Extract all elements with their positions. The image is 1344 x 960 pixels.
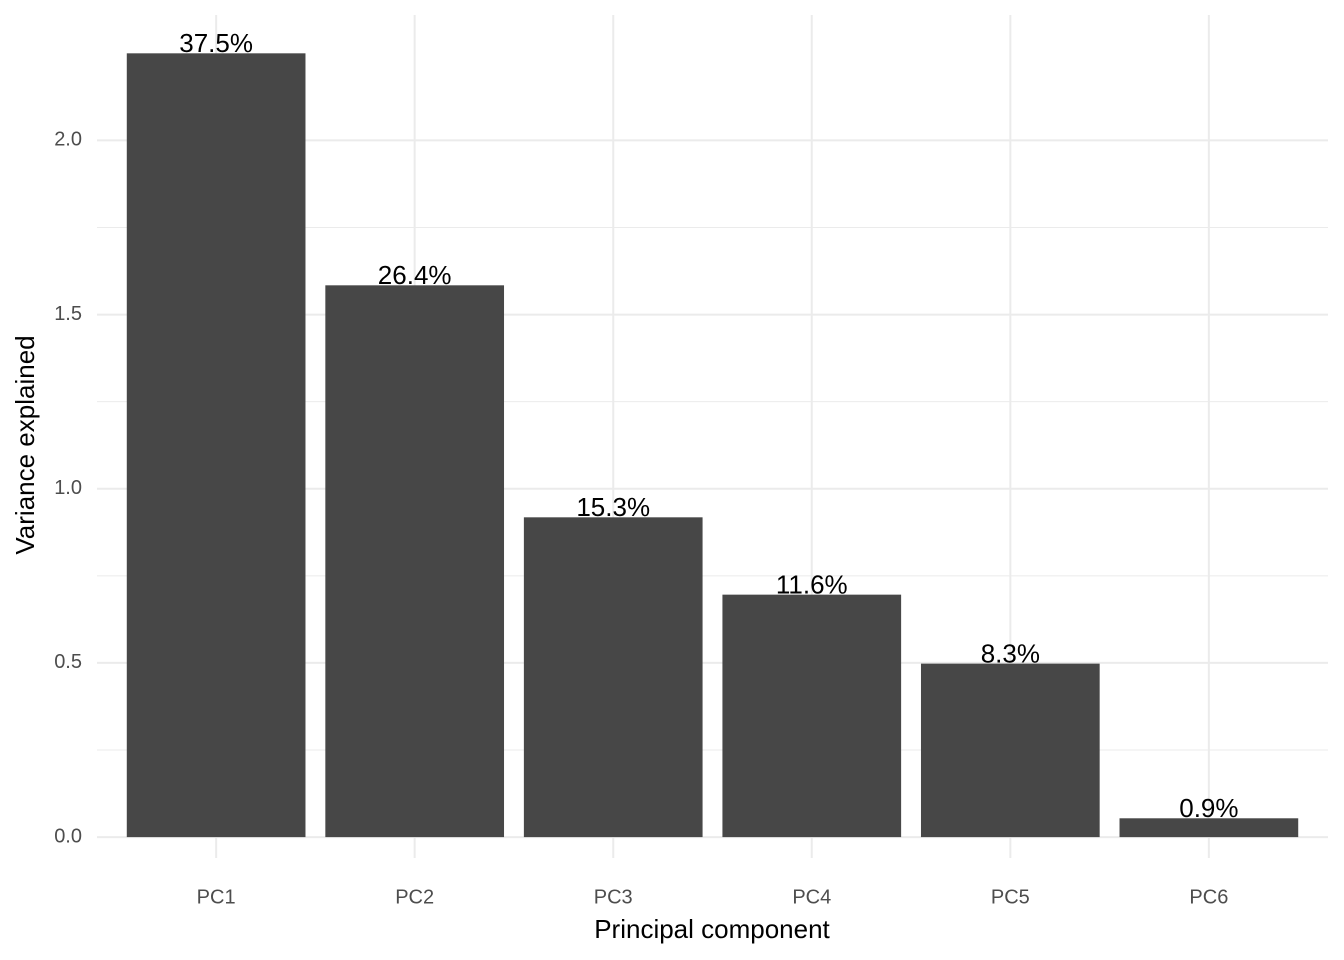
y-tick-label: 0.5 xyxy=(54,651,82,673)
bar xyxy=(126,53,306,838)
bar xyxy=(920,663,1100,838)
x-tick-label: PC6 xyxy=(1189,886,1228,908)
bar-annotation: 8.3% xyxy=(981,638,1040,668)
y-axis-title: Variance explained xyxy=(10,335,40,554)
bar xyxy=(325,285,505,838)
y-tick-label: 1.0 xyxy=(54,477,82,499)
x-axis-title: Principal component xyxy=(594,914,830,944)
x-tick-label: PC1 xyxy=(197,886,236,908)
bar-annotation: 0.9% xyxy=(1179,793,1238,823)
bar-annotation: 11.6% xyxy=(776,570,848,600)
bar xyxy=(523,517,703,838)
x-tick-label: PC2 xyxy=(395,886,434,908)
bar xyxy=(722,594,902,838)
x-tick-label: PC3 xyxy=(594,886,633,908)
bar xyxy=(1119,818,1299,838)
y-tick-label: 0.0 xyxy=(54,825,82,847)
y-tick-label: 2.0 xyxy=(54,129,82,151)
bar-annotation: 26.4% xyxy=(378,260,452,290)
bar-annotation: 37.5% xyxy=(179,28,253,58)
y-tick-label: 1.5 xyxy=(54,303,82,325)
x-tick-label: PC4 xyxy=(792,886,831,908)
bar-annotation: 15.3% xyxy=(576,492,650,522)
x-tick-label: PC5 xyxy=(991,886,1030,908)
